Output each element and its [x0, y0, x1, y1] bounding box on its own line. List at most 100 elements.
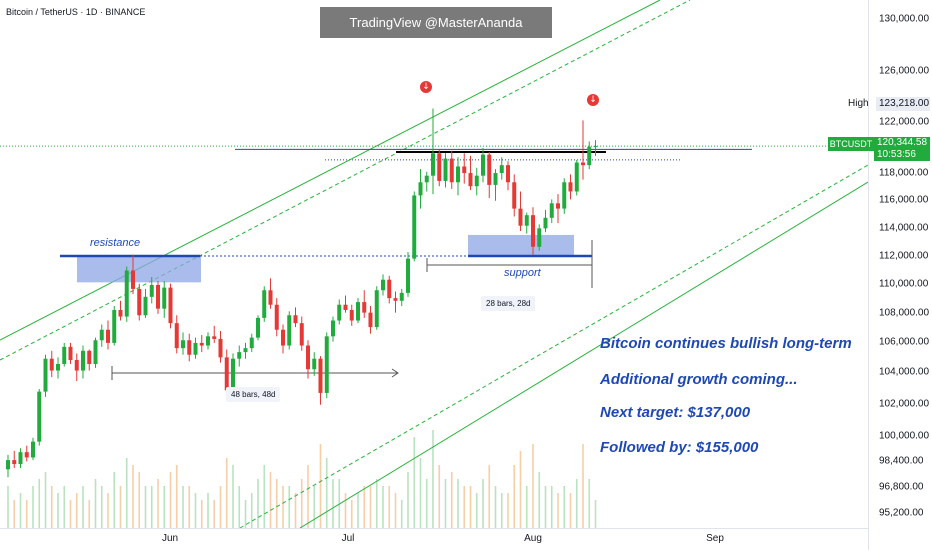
candle-body [56, 363, 60, 371]
candle-body [143, 296, 148, 316]
candle-body [106, 329, 110, 343]
down-arrow-icon[interactable]: ↓ [420, 81, 432, 93]
candle-body [168, 287, 173, 324]
candle-body [268, 290, 273, 305]
candle-body [243, 348, 248, 353]
volume-bar [213, 500, 216, 528]
down-arrow-icon[interactable]: ↓ [587, 94, 599, 106]
volume-bar [319, 444, 322, 528]
volume-bar [113, 472, 116, 528]
volume-bar [282, 486, 284, 528]
candle-body [174, 323, 179, 349]
candle-body [37, 391, 42, 442]
candle-body [137, 288, 142, 316]
volume-bar [13, 500, 16, 528]
candle-body [124, 270, 129, 317]
candle-body [218, 338, 223, 358]
volume-bar [94, 479, 97, 528]
candle-body [406, 258, 410, 293]
volume-bar [338, 479, 341, 528]
volume-bar [563, 486, 566, 528]
candle-body [424, 175, 429, 183]
volume-bar [413, 437, 416, 528]
volume-bar [482, 479, 484, 528]
volume-bars [7, 430, 597, 528]
volume-bar [400, 500, 403, 528]
volume-bar [375, 479, 378, 528]
volume-bar [463, 486, 466, 528]
volume-bar [225, 458, 228, 528]
candle-body [518, 208, 523, 226]
candle-body [262, 290, 267, 318]
volume-bar [182, 486, 184, 528]
resistance-zone [77, 256, 201, 283]
volume-bar [363, 486, 366, 528]
price-tick: 116,000.00 [879, 194, 929, 206]
price-tick: 122,000.00 [879, 116, 930, 128]
volume-bar [232, 465, 234, 528]
volume-bar [457, 479, 459, 528]
candle-body [249, 337, 254, 349]
volume-bar [532, 444, 534, 528]
volume-bar [119, 486, 122, 528]
volume-bar [519, 451, 522, 528]
volume-bar [238, 486, 241, 528]
volume-bar [538, 472, 541, 528]
volume-bar [44, 472, 47, 528]
volume-bar [575, 479, 578, 528]
volume-bar [300, 479, 303, 528]
candle-body [574, 162, 579, 192]
volume-bar [388, 486, 391, 528]
headline-2: Additional growth coming... [600, 371, 798, 388]
candle-body [199, 342, 204, 346]
volume-bar [288, 486, 291, 528]
candle-body [399, 292, 404, 301]
candle-body [287, 315, 292, 346]
volume-bar [469, 486, 472, 528]
volume-bar [369, 486, 372, 528]
volume-bar [69, 500, 72, 528]
volume-bar [107, 493, 109, 528]
volume-bar [7, 486, 9, 528]
last-price: 120,344.58 [877, 137, 928, 148]
last-price-badge: 120,344.58 10:53:56 [874, 137, 930, 161]
volume-bar [244, 500, 247, 528]
volume-bar [200, 500, 203, 528]
time-tick: Sep [706, 533, 724, 544]
candle-body [81, 350, 85, 371]
price-tick: 114,000.00 [879, 222, 929, 234]
time-axis[interactable]: Jun Jul Aug Sep [0, 528, 868, 551]
volume-bar [307, 465, 309, 528]
candlestick-chart[interactable] [0, 0, 868, 528]
candle-body [381, 279, 385, 291]
volume-bar [250, 493, 253, 528]
volume-bar [357, 493, 359, 528]
price-axis[interactable]: 130,000.00 126,000.00 122,000.00 118,000… [868, 0, 932, 550]
candle-body [24, 452, 29, 458]
candle-body [187, 340, 192, 355]
candle-body [543, 217, 548, 229]
candle-body [393, 298, 398, 301]
candle-body [12, 460, 17, 465]
candle-body [356, 302, 360, 321]
trend-lines [0, 0, 868, 528]
candle-body [362, 302, 367, 313]
candle-body [387, 279, 392, 299]
channel-upper-dashed-line [0, 0, 691, 361]
volume-bar [450, 472, 453, 528]
price-tick: 108,000.00 [879, 307, 930, 319]
price-tick: 112,000.00 [879, 250, 929, 262]
candle-body [331, 320, 335, 337]
candle-body [318, 358, 323, 393]
price-tick: 96,800.00 [879, 481, 924, 493]
volume-bar [75, 493, 78, 528]
range-label-28: 28 bars, 28d [481, 296, 536, 311]
volume-bar [275, 479, 278, 528]
candle-body [49, 358, 54, 371]
price-tick: 118,000.00 [879, 167, 929, 179]
candle-body [337, 304, 342, 321]
candle-body [99, 329, 104, 341]
candle-body [568, 182, 573, 192]
volume-bar [475, 493, 478, 528]
